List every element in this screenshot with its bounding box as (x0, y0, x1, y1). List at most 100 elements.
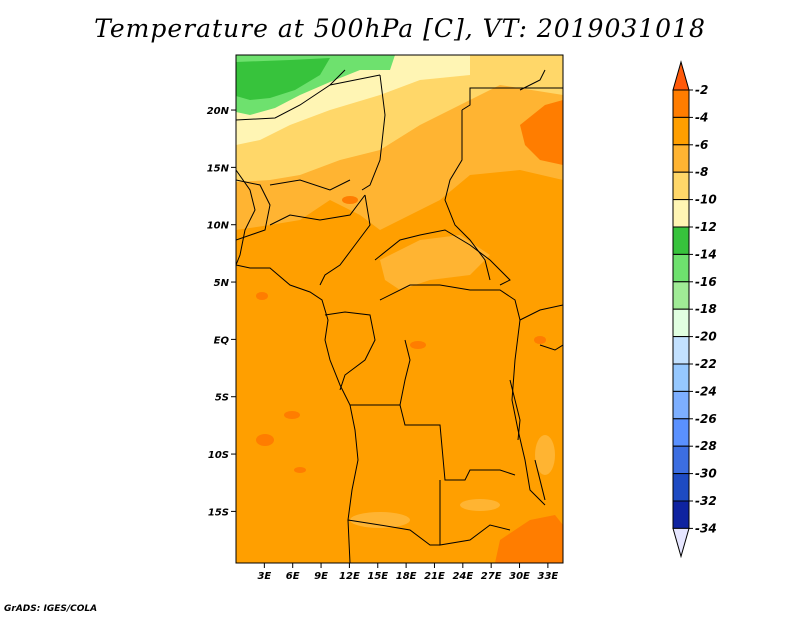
colorbar-label: -22 (695, 357, 717, 371)
field-cool-spot (350, 512, 410, 528)
lon-tick-label: 18E (396, 571, 417, 582)
border-sahara-1 (236, 69, 346, 121)
lat-tick-label: 20N (207, 106, 230, 117)
colorbar-label: -10 (695, 193, 717, 207)
colorbar-label: -32 (695, 494, 717, 508)
border-chad-sudan (444, 110, 491, 281)
colorbar-label: -24 (695, 384, 717, 398)
border-car (374, 229, 511, 286)
colorbar-swatch (672, 418, 690, 447)
lon-tick-label: 24E (452, 571, 473, 582)
field-band-darkgreen (236, 58, 330, 100)
colorbar-swatch (672, 308, 690, 338)
border-west-1 (236, 179, 271, 241)
border-libya-egypt (361, 74, 386, 191)
lat-tick-label: 10N (207, 221, 230, 232)
field-patch-cool-east (380, 235, 490, 290)
lon-tick-label: 12E (339, 571, 360, 582)
temperature-field (236, 55, 563, 563)
colorbar-label: -26 (695, 412, 717, 426)
colorbar-label: -4 (695, 110, 708, 124)
lat-tick-label: 15S (208, 507, 229, 518)
field-warm-se (495, 515, 563, 563)
colorbar-swatch (672, 363, 690, 392)
colorbar-swatch (672, 171, 690, 201)
field-warm-spot (256, 292, 268, 300)
colorbar-label: -8 (695, 165, 708, 179)
colorbar-label: -34 (695, 521, 717, 535)
border-nigeria-cameroon (319, 194, 371, 286)
lon-tick-label: 30E (509, 571, 530, 582)
colorbar-swatch (672, 116, 690, 146)
field-warm-spot (284, 411, 300, 419)
field-cool-spot (535, 435, 555, 475)
border-east (519, 304, 563, 321)
border-zambia (439, 480, 511, 546)
lat-tick-label: EQ (214, 335, 230, 346)
colorbar-swatch (672, 89, 690, 118)
field-warm-spot (256, 434, 274, 446)
coastline-westafrica (236, 169, 256, 266)
colorbar-swatch (672, 473, 690, 502)
colorbar-bottom-arrow (672, 527, 690, 559)
border-east-lakes (511, 319, 546, 506)
border-west-2 (269, 179, 351, 191)
lon-tick-label: 9E (314, 571, 328, 582)
colorbar-label: -12 (695, 220, 717, 234)
field-warm-spot (294, 467, 306, 473)
latitude-axis: 20N 15N 10N 5N EQ 5S 10S 15S (207, 106, 236, 518)
grads-credit: GrADS: IGES/COLA (4, 604, 98, 614)
field-warm-ne (520, 100, 563, 165)
border-congo (324, 311, 376, 391)
colorbar-top-arrow (672, 60, 690, 91)
lat-tick-label: 10S (208, 450, 229, 461)
coastline-west (236, 264, 359, 563)
lat-tick-label: 5S (215, 393, 229, 404)
lat-tick-label: 15N (207, 163, 230, 174)
border-niger-nigeria (269, 194, 366, 226)
border-angola-south (347, 519, 440, 546)
colorbar-label: -16 (695, 275, 717, 289)
colorbar-label: -30 (695, 467, 717, 481)
chart-title: Temperature at 500hPa [C], VT: 201903101… (94, 14, 706, 43)
colorbar-swatch (672, 336, 690, 365)
border-angola-drc (350, 404, 516, 481)
colorbar-swatch (672, 226, 690, 255)
lon-tick-label: 33E (538, 571, 559, 582)
field-warm-spot (342, 196, 358, 204)
border-east-2 (539, 344, 563, 351)
border-drc-north (379, 284, 521, 321)
border-sahara-2 (329, 74, 381, 86)
longitude-axis: 3E 6E 9E 12E 15E 18E 21E 24E 27E 30E 33E (257, 563, 558, 582)
field-warm-spot (410, 341, 426, 349)
colorbar-swatch (672, 500, 690, 529)
lon-tick-label: 3E (257, 571, 271, 582)
colorbar-swatch (672, 144, 690, 173)
colorbar-label: -2 (695, 83, 708, 97)
lake-tanganyika (509, 379, 521, 441)
lake-malawi (534, 459, 546, 501)
lon-tick-label: 27E (481, 571, 502, 582)
field-warm-spot (534, 336, 546, 344)
map-frame (235, 54, 564, 564)
colorbar-swatch (672, 445, 690, 475)
colorbar-swatch (672, 281, 690, 310)
lon-tick-label: 6E (286, 571, 300, 582)
colorbar-swatch (672, 199, 690, 228)
colorbar-label: -14 (695, 247, 717, 261)
colorbar: -2 -4 -6 -8 -10 -12 -14 -16 -18 -20 -22 -24 -26 -28 -3… (672, 60, 717, 559)
colorbar-label: -28 (695, 439, 717, 453)
colorbar-label: -20 (695, 330, 717, 344)
lon-tick-label: 15E (367, 571, 388, 582)
border-drc-angola-east (399, 339, 411, 406)
colorbar-swatch (672, 253, 690, 283)
border-redsea (519, 69, 546, 91)
colorbar-label: -18 (695, 302, 717, 316)
colorbar-label: -6 (695, 138, 708, 152)
lat-tick-label: 5N (214, 278, 230, 289)
colorbar-swatch (672, 390, 690, 420)
border-egypt-sudan (461, 87, 563, 111)
boundaries (236, 69, 563, 563)
lon-tick-label: 21E (424, 571, 445, 582)
